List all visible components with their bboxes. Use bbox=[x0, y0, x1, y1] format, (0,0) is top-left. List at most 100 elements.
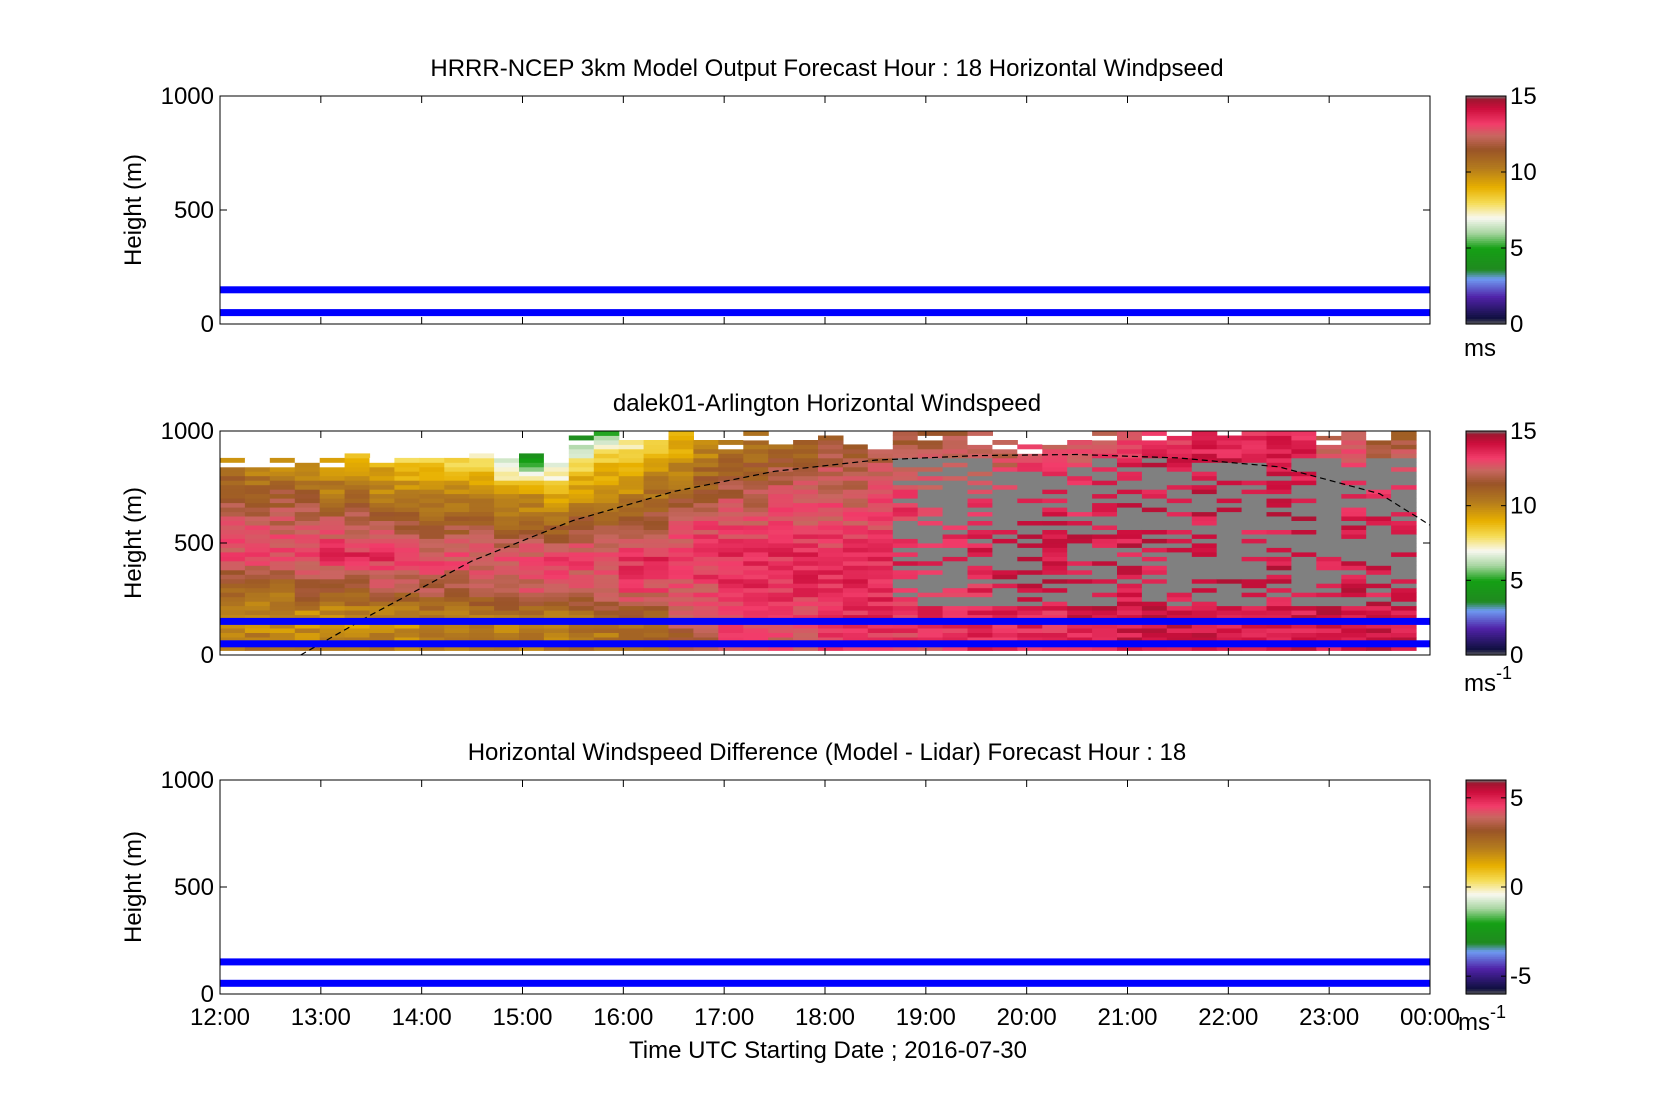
heatmap-cell bbox=[867, 529, 894, 535]
heatmap-cell bbox=[917, 475, 944, 481]
colorbar-segment bbox=[1466, 297, 1506, 300]
heatmap-cell bbox=[693, 628, 719, 633]
colorbar-segment bbox=[1466, 559, 1506, 563]
heatmap-cell bbox=[992, 534, 1018, 539]
heatmap-cell bbox=[992, 471, 1018, 477]
heatmap-cell bbox=[967, 569, 993, 575]
heatmap-cell bbox=[1366, 552, 1392, 557]
colorbar-segment bbox=[1466, 974, 1506, 977]
heatmap-cell bbox=[543, 628, 570, 633]
heatmap-cell bbox=[793, 489, 819, 495]
heatmap-cell bbox=[1241, 511, 1268, 517]
heatmap-cell bbox=[1241, 435, 1268, 441]
heatmap-cell bbox=[1017, 569, 1043, 575]
heatmap-cell bbox=[269, 646, 296, 651]
heatmap-cell bbox=[668, 493, 694, 499]
heatmap-cell bbox=[668, 511, 694, 517]
heatmap-cell bbox=[1241, 637, 1268, 642]
heatmap-cell bbox=[1166, 565, 1193, 571]
heatmap-cell bbox=[1266, 440, 1292, 445]
heatmap-cell bbox=[818, 511, 844, 517]
heatmap-cell bbox=[842, 560, 869, 566]
heatmap-cell bbox=[917, 578, 944, 584]
heatmap-cell bbox=[793, 440, 819, 445]
heatmap-cell bbox=[1141, 646, 1168, 651]
heatmap-cell bbox=[1291, 538, 1317, 544]
colorbar-segment bbox=[1466, 647, 1506, 650]
heatmap-cell bbox=[294, 556, 321, 562]
heatmap-cell bbox=[1117, 507, 1143, 513]
heatmap-cell bbox=[1092, 529, 1118, 535]
heatmap-cell bbox=[444, 605, 470, 611]
colorbar-segment bbox=[1466, 272, 1506, 276]
heatmap-cell bbox=[793, 587, 819, 593]
heatmap-cell bbox=[369, 574, 395, 580]
colorbar-segment bbox=[1466, 270, 1506, 274]
heatmap-cell bbox=[344, 480, 371, 486]
heatmap-cell bbox=[593, 543, 620, 548]
heatmap-cell bbox=[1266, 637, 1292, 642]
heatmap-cell bbox=[867, 448, 894, 454]
heatmap-cell bbox=[444, 511, 470, 517]
heatmap-cell bbox=[1067, 574, 1093, 580]
heatmap-cell bbox=[942, 560, 969, 566]
colorbar-segment bbox=[1466, 219, 1506, 222]
heatmap-cell bbox=[1391, 592, 1417, 598]
colorbar-segment bbox=[1466, 246, 1506, 249]
colorbar-segment bbox=[1466, 475, 1506, 479]
heatmap-cell bbox=[1042, 552, 1068, 557]
heatmap-cell bbox=[419, 529, 445, 535]
heatmap-cell bbox=[419, 578, 445, 584]
reference-line bbox=[220, 958, 1430, 966]
heatmap-cell bbox=[992, 632, 1018, 638]
heatmap-cell bbox=[1241, 592, 1268, 598]
heatmap-cell bbox=[1216, 578, 1243, 584]
heatmap-cell bbox=[568, 547, 595, 553]
heatmap-cell bbox=[768, 596, 794, 602]
heatmap-cell bbox=[294, 462, 321, 468]
heatmap-cell bbox=[1191, 592, 1218, 598]
heatmap-cell bbox=[718, 578, 744, 584]
heatmap-cell bbox=[294, 498, 321, 504]
heatmap-cell bbox=[244, 587, 271, 593]
heatmap-cell bbox=[519, 605, 545, 611]
heatmap-cell bbox=[519, 453, 545, 459]
y-tick-label: 500 bbox=[174, 530, 214, 557]
heatmap-cell bbox=[618, 466, 645, 472]
heatmap-cell bbox=[818, 601, 844, 607]
heatmap-cell bbox=[469, 623, 495, 629]
heatmap-cell bbox=[220, 475, 246, 481]
heatmap-cell bbox=[269, 632, 296, 638]
heatmap-cell bbox=[1216, 596, 1243, 602]
heatmap-cell bbox=[1191, 498, 1218, 504]
heatmap-cell bbox=[220, 462, 246, 468]
heatmap-cell bbox=[519, 471, 545, 477]
heatmap-cell bbox=[1391, 507, 1417, 513]
heatmap-cell bbox=[768, 471, 794, 477]
heatmap-cell bbox=[892, 516, 919, 521]
heatmap-cell bbox=[1042, 529, 1068, 535]
heatmap-cell bbox=[718, 502, 744, 508]
heatmap-cell bbox=[1341, 475, 1367, 481]
heatmap-cell bbox=[668, 592, 694, 598]
heatmap-cell bbox=[469, 543, 495, 548]
heatmap-cell bbox=[643, 583, 670, 589]
heatmap-cell bbox=[1241, 587, 1268, 593]
heatmap-cell bbox=[793, 637, 819, 642]
heatmap-cell bbox=[1216, 507, 1243, 513]
heatmap-cell bbox=[917, 543, 944, 548]
heatmap-cell bbox=[818, 538, 844, 544]
heatmap-cell bbox=[1266, 431, 1292, 436]
heatmap-cell bbox=[1291, 466, 1317, 472]
heatmap-cell bbox=[319, 547, 346, 553]
heatmap-cell bbox=[892, 547, 919, 553]
heatmap-cell bbox=[793, 484, 819, 490]
heatmap-cell bbox=[394, 628, 420, 633]
heatmap-cell bbox=[1341, 520, 1367, 526]
heatmap-cell bbox=[1341, 632, 1367, 638]
heatmap-cell bbox=[593, 534, 620, 539]
heatmap-cell bbox=[394, 565, 420, 571]
heatmap-cell bbox=[768, 574, 794, 580]
heatmap-cell bbox=[842, 502, 869, 508]
heatmap-cell bbox=[568, 462, 595, 468]
